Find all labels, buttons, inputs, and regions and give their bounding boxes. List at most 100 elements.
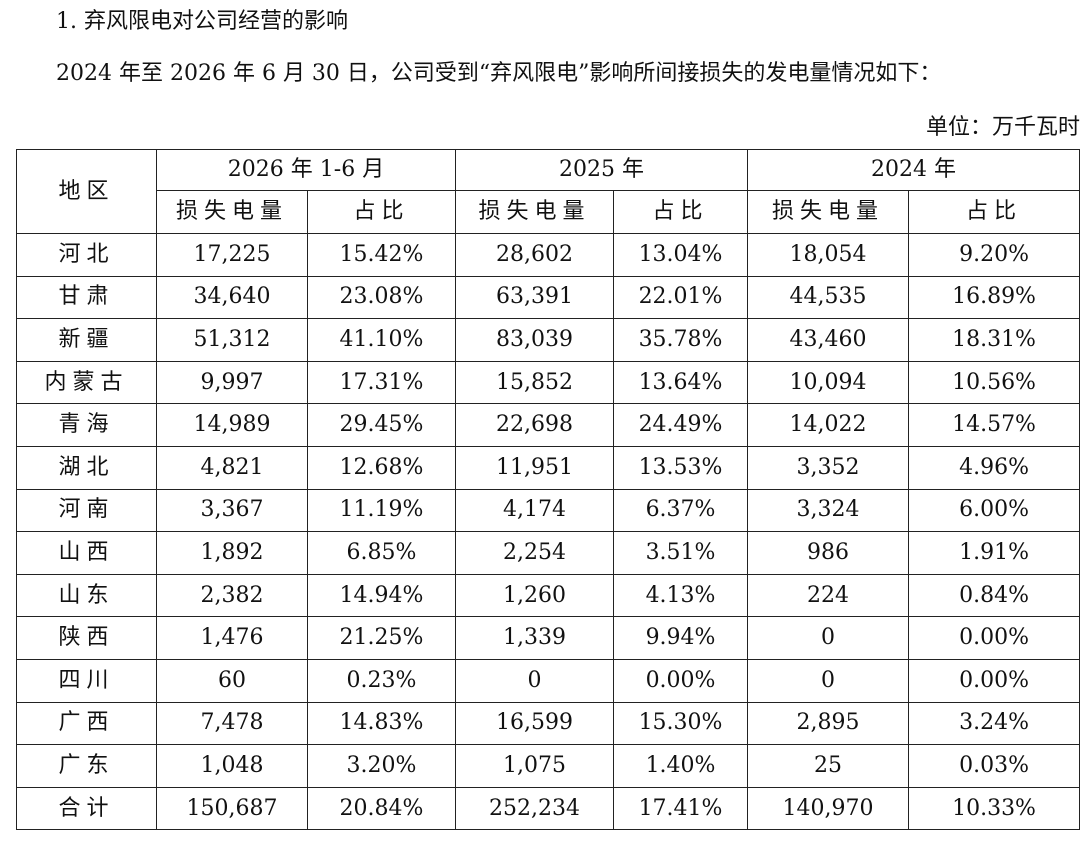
loss-2024-cell: 140,970 xyxy=(747,786,910,831)
loss-2026h1-cell: 1,476 xyxy=(156,616,308,660)
ratio-2025-cell: 13.53% xyxy=(612,445,749,490)
ratio-2025-cell: 1.40% xyxy=(612,744,749,788)
ratio-2026h1-cell: 15.42% xyxy=(307,233,456,277)
loss-2026h1-cell: 150,687 xyxy=(156,786,308,831)
ratio-2025-cell: 13.64% xyxy=(612,360,749,405)
region-header: 地区 xyxy=(16,149,157,234)
region-cell: 山东 xyxy=(16,573,157,618)
loss-2026h1-cell: 34,640 xyxy=(156,275,308,320)
table-header-row-metrics: 损失电量 占比 损失电量 占比 损失电量 占比 xyxy=(17,190,1080,234)
table-row: 青海 14,989 29.45% 22,698 24.49% 14,022 14.57% xyxy=(16,403,1080,447)
loss-2025-cell: 15,852 xyxy=(455,360,614,405)
loss-2025-cell: 4,174 xyxy=(455,488,614,533)
table-row: 广西 7,478 14.83% 16,599 15.30% 2,895 3.24% xyxy=(16,701,1080,746)
ratio-2024-cell: 10.56% xyxy=(908,360,1080,405)
table-row: 湖北 4,821 12.68% 11,951 13.53% 3,352 4.96% xyxy=(16,445,1080,490)
ratio-2025-cell: 24.49% xyxy=(612,403,749,447)
ratio-2026h1-cell: 20.84% xyxy=(307,786,456,831)
ratio-2024-cell: 1.91% xyxy=(908,531,1080,575)
loss-2025-cell: 0 xyxy=(455,658,614,703)
region-cell: 湖北 xyxy=(16,445,157,490)
table-row: 合计 150,687 20.84% 252,234 17.41% 140,970 10.33… xyxy=(16,786,1080,831)
subheader-ratio: 占比 xyxy=(307,190,456,234)
ratio-2025-cell: 17.41% xyxy=(612,786,749,831)
loss-2026h1-cell: 3,367 xyxy=(156,488,308,533)
region-cell: 合计 xyxy=(16,786,157,831)
ratio-2025-cell: 13.04% xyxy=(612,233,749,277)
table-row: 河北 17,225 15.42% 28,602 13.04% 18,054 9.20% xyxy=(16,233,1080,277)
loss-2025-cell: 252,234 xyxy=(455,786,614,831)
table-row: 山西 1,892 6.85% 2,254 3.51% 986 1.91% xyxy=(16,531,1080,575)
table-row: 新疆 51,312 41.10% 83,039 35.78% 43,460 18.31% xyxy=(16,318,1080,362)
table-row: 四川 60 0.23% 0 0.00% 0 0.00% xyxy=(16,658,1080,703)
period-header-2025: 2025 年 xyxy=(454,149,749,191)
loss-2024-cell: 986 xyxy=(747,531,910,575)
region-cell: 四川 xyxy=(16,658,157,703)
ratio-2025-cell: 4.13% xyxy=(612,573,749,618)
loss-2026h1-cell: 2,382 xyxy=(156,573,308,618)
region-cell: 河南 xyxy=(16,488,157,533)
ratio-2026h1-cell: 23.08% xyxy=(307,275,456,320)
ratio-2024-cell: 6.00% xyxy=(908,488,1080,533)
loss-2025-cell: 16,599 xyxy=(455,701,614,746)
loss-2025-cell: 1,339 xyxy=(455,616,614,660)
ratio-2026h1-cell: 17.31% xyxy=(307,360,456,405)
loss-2026h1-cell: 14,989 xyxy=(156,403,308,447)
ratio-2026h1-cell: 0.23% xyxy=(307,658,456,703)
loss-2024-cell: 3,324 xyxy=(747,488,910,533)
loss-2024-cell: 14,022 xyxy=(747,403,910,447)
loss-2024-cell: 224 xyxy=(747,573,910,618)
region-cell: 广西 xyxy=(16,701,157,746)
ratio-2026h1-cell: 41.10% xyxy=(307,318,456,362)
loss-2024-cell: 3,352 xyxy=(747,445,910,490)
ratio-2025-cell: 0.00% xyxy=(612,658,749,703)
ratio-2024-cell: 18.31% xyxy=(908,318,1080,362)
ratio-2025-cell: 22.01% xyxy=(612,275,749,320)
ratio-2026h1-cell: 3.20% xyxy=(307,744,456,788)
region-cell: 广东 xyxy=(16,744,157,788)
loss-2026h1-cell: 1,892 xyxy=(156,531,308,575)
subheader-loss: 损失电量 xyxy=(455,190,614,234)
subheader-ratio: 占比 xyxy=(612,190,749,234)
loss-2024-cell: 2,895 xyxy=(747,701,910,746)
loss-2026h1-cell: 60 xyxy=(156,658,308,703)
ratio-2024-cell: 10.33% xyxy=(908,786,1080,831)
loss-2025-cell: 1,260 xyxy=(455,573,614,618)
ratio-2026h1-cell: 6.85% xyxy=(307,531,456,575)
table-row: 陕西 1,476 21.25% 1,339 9.94% 0 0.00% xyxy=(16,616,1080,660)
loss-2024-cell: 0 xyxy=(747,658,910,703)
loss-2025-cell: 22,698 xyxy=(455,403,614,447)
loss-2024-cell: 43,460 xyxy=(747,318,910,362)
loss-2025-cell: 11,951 xyxy=(455,445,614,490)
table-row: 内蒙古 9,997 17.31% 15,852 13.64% 10,094 10.56% xyxy=(16,360,1080,405)
ratio-2026h1-cell: 29.45% xyxy=(307,403,456,447)
region-cell: 河北 xyxy=(16,233,157,277)
table-row: 甘肃 34,640 23.08% 63,391 22.01% 44,535 16.89% xyxy=(16,275,1080,320)
region-cell: 山西 xyxy=(16,531,157,575)
loss-2026h1-cell: 4,821 xyxy=(156,445,308,490)
region-cell: 甘肃 xyxy=(16,275,157,320)
ratio-2024-cell: 16.89% xyxy=(908,275,1080,320)
section-heading: 1. 弃风限电对公司经营的影响 xyxy=(56,9,348,34)
table-row: 广东 1,048 3.20% 1,075 1.40% 25 0.03% xyxy=(16,744,1080,788)
ratio-2024-cell: 14.57% xyxy=(908,403,1080,447)
ratio-2024-cell: 0.00% xyxy=(908,658,1080,703)
loss-2024-cell: 0 xyxy=(747,616,910,660)
curtailment-loss-table: 地区 2026 年 1-6 月 2025 年 2024 年 损失电量 占比 损失… xyxy=(16,149,1080,831)
ratio-2024-cell: 4.96% xyxy=(908,445,1080,490)
subheader-ratio: 占比 xyxy=(908,190,1080,234)
period-header-2024: 2024 年 xyxy=(747,149,1080,191)
table-body: 河北 17,225 15.42% 28,602 13.04% 18,054 9.20% 甘肃 3… xyxy=(16,233,1080,831)
loss-2026h1-cell: 17,225 xyxy=(156,233,308,277)
ratio-2025-cell: 35.78% xyxy=(612,318,749,362)
loss-2025-cell: 83,039 xyxy=(455,318,614,362)
ratio-2025-cell: 6.37% xyxy=(612,488,749,533)
ratio-2026h1-cell: 12.68% xyxy=(307,445,456,490)
region-cell: 陕西 xyxy=(16,616,157,660)
intro-paragraph: 2024 年至 2026 年 6 月 30 日，公司受到“弃风限电”影响所间接损… xyxy=(56,61,942,86)
ratio-2025-cell: 3.51% xyxy=(612,531,749,575)
subheader-loss: 损失电量 xyxy=(747,190,910,234)
loss-2026h1-cell: 9,997 xyxy=(156,360,308,405)
unit-label: 单位：万千瓦时 xyxy=(925,115,1080,140)
ratio-2025-cell: 9.94% xyxy=(612,616,749,660)
